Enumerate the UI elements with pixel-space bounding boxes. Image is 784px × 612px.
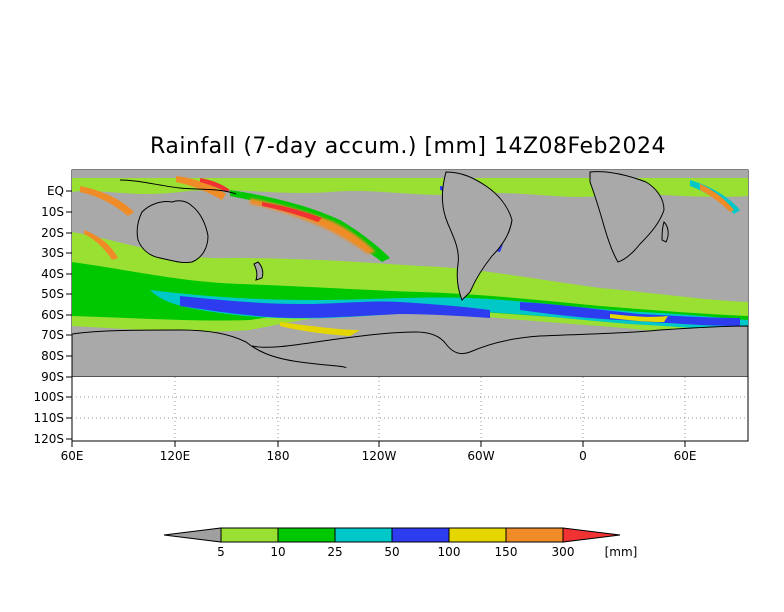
y-tick-label: 20S: [41, 226, 64, 240]
colorbar-tick-label: 10: [270, 545, 285, 559]
colorbar-tick-label: 100: [438, 545, 461, 559]
map-title: Rainfall (7-day accum.) [mm] 14Z08Feb202…: [150, 134, 666, 159]
y-tick-label: EQ: [47, 184, 64, 198]
y-tick-label: 10S: [41, 205, 64, 219]
gridlines: [72, 377, 748, 441]
y-tick-label: 110S: [33, 411, 64, 425]
y-tick-label: 50S: [41, 287, 64, 301]
y-tick-label: 30S: [41, 246, 64, 260]
colorbar-tick-label: 300: [552, 545, 575, 559]
colorbar-segment: [163, 527, 222, 543]
y-tick-label: 80S: [41, 349, 64, 363]
x-tick-label: 120E: [160, 449, 191, 463]
colorbar-segment: [562, 527, 621, 543]
y-tick-label: 100S: [33, 390, 64, 404]
colorbar-tick-label: 50: [384, 545, 399, 559]
y-tick-label: 60S: [41, 308, 64, 322]
colorbar-tick-label: 5: [217, 545, 225, 559]
x-ticks: [71, 441, 686, 447]
y-tick-label: 90S: [41, 370, 64, 384]
y-ticks: [66, 190, 72, 440]
x-tick-label: 120W: [362, 449, 397, 463]
colorbar-segment: [334, 527, 393, 543]
colorbar-tick-label: 25: [327, 545, 342, 559]
coastlines: [72, 171, 748, 377]
x-tick-label: 60W: [467, 449, 494, 463]
x-tick-label: 0: [579, 449, 587, 463]
x-tick-label: 180: [267, 449, 290, 463]
colorbar-unit: [mm]: [605, 545, 638, 559]
x-tick-label: 60E: [674, 449, 697, 463]
x-tick-label: 60E: [61, 449, 84, 463]
y-tick-label: 70S: [41, 328, 64, 342]
colorbar-segment: [448, 527, 507, 543]
colorbar-segment: [505, 527, 564, 543]
y-tick-label: 120S: [33, 432, 64, 446]
colorbar: [163, 527, 621, 543]
rainfall-field: [72, 176, 748, 340]
colorbar-segment: [391, 527, 450, 543]
colorbar-tick-label: 150: [495, 545, 518, 559]
colorbar-segment: [220, 527, 279, 543]
y-tick-label: 40S: [41, 267, 64, 281]
colorbar-segment: [277, 527, 336, 543]
